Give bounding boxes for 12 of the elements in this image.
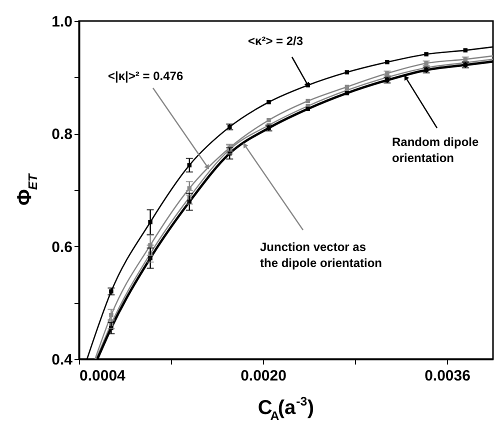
annotation: Junction vector as the dipole orientation <box>260 240 382 270</box>
y-axis-title: ΦET <box>14 172 40 206</box>
annotation: <κ²> = 2/3 <box>248 34 304 48</box>
y-tick-label: 1.0 <box>52 14 72 30</box>
y-tick-label: 0.4 <box>52 352 74 368</box>
annotation: <|κ|>² = 0.476 <box>108 69 184 83</box>
annotation: Random dipole orientation <box>392 135 479 165</box>
y-tick-label: 0.8 <box>52 126 72 144</box>
y-tick-label: 0.6 <box>52 238 72 256</box>
x-tick-label: 0.0020 <box>240 368 286 384</box>
x-tick-label: 0.0036 <box>424 368 470 384</box>
x-tick-label: 0.0004 <box>80 368 126 384</box>
